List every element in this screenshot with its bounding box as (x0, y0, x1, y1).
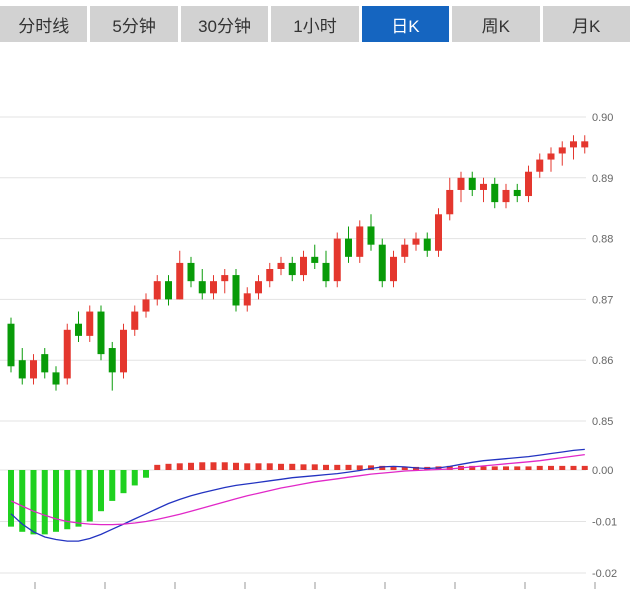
macd-axis-label: -0.01 (592, 517, 617, 529)
macd-axis-label: -0.02 (592, 568, 617, 580)
tab-timeline[interactable]: 分时线 (0, 6, 88, 42)
tab-weekly-k[interactable]: 周K (452, 6, 540, 42)
tab-1hour[interactable]: 1小时 (271, 6, 359, 42)
price-axis-label: 0.87 (592, 294, 613, 306)
tab-5min[interactable]: 5分钟 (90, 6, 178, 42)
x-axis-ticks (34, 582, 596, 589)
dea-line (10, 453, 585, 526)
dif-line (10, 448, 585, 542)
tab-30min[interactable]: 30分钟 (180, 6, 269, 42)
price-axis-label: 0.90 (592, 112, 613, 124)
tab-monthly-k[interactable]: 月K (542, 6, 630, 42)
price-axis-label: 0.85 (592, 416, 613, 428)
tab-daily-k[interactable]: 日K (361, 6, 450, 42)
axis-labels: 0.90 0.89 0.88 0.87 0.86 0.85 0.00 -0.01 -0.02 (592, 112, 617, 580)
macd-histogram (8, 462, 588, 535)
chart-grid (0, 116, 586, 574)
macd-axis-label: 0.00 (592, 465, 613, 477)
price-axis-label: 0.88 (592, 234, 613, 246)
price-axis-label: 0.89 (592, 173, 613, 185)
price-axis-label: 0.86 (592, 355, 613, 367)
candles (7, 135, 589, 391)
interval-tabbar: 分时线 5分钟 30分钟 1小时 日K 周K 月K (0, 6, 630, 42)
